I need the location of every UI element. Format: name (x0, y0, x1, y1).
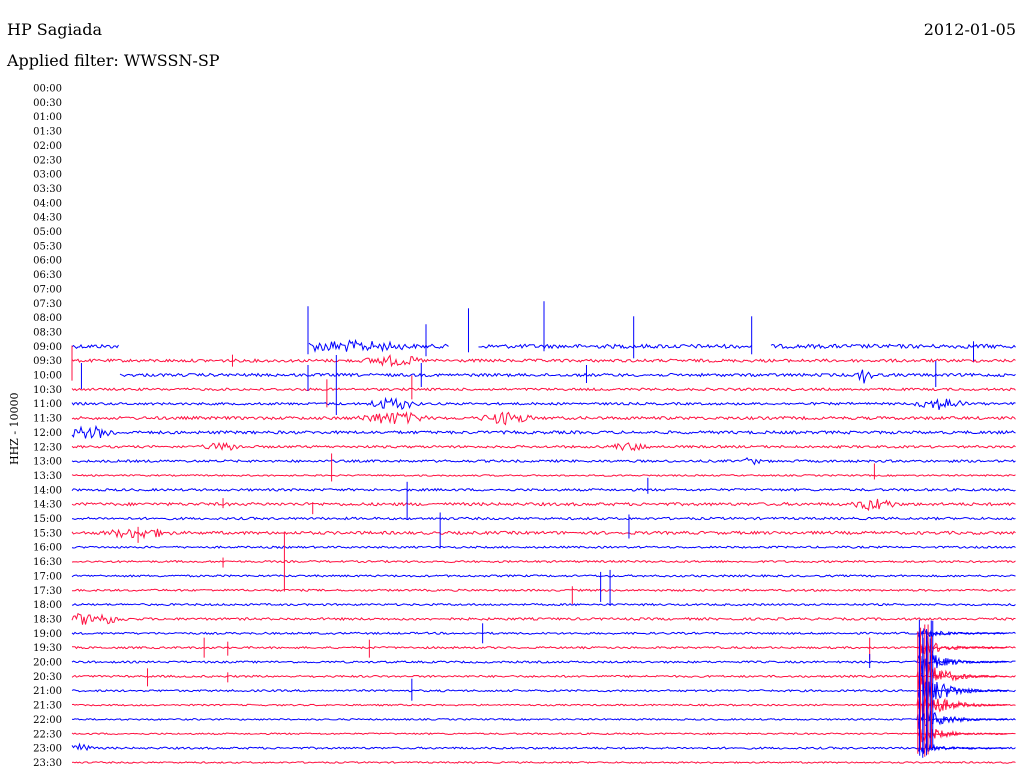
trace-1900 (71, 631, 1016, 636)
time-label-0900: 09:00 (33, 342, 62, 353)
trace-1600 (71, 545, 1016, 549)
trace-2130 (71, 703, 1016, 707)
time-label-0230: 02:30 (33, 155, 62, 166)
trace-1130 (71, 411, 1016, 426)
time-label-1830: 18:30 (33, 614, 62, 625)
trace-2300 (71, 742, 1016, 752)
time-label-2300: 23:00 (33, 744, 62, 755)
seismogram-traces (71, 301, 1016, 764)
trace-1700 (71, 574, 1016, 578)
trace-1730 (71, 588, 1016, 592)
time-label-1530: 15:30 (33, 528, 62, 539)
trace-1530 (71, 528, 1016, 540)
time-label-0100: 01:00 (33, 112, 62, 123)
trace-2200 (71, 717, 1016, 721)
trace-1430 (71, 498, 1016, 512)
time-label-1300: 13:00 (33, 457, 62, 468)
time-label-0930: 09:30 (33, 356, 62, 367)
time-label-1930: 19:30 (33, 643, 62, 654)
time-label-0130: 01:30 (33, 127, 62, 138)
time-label-0700: 07:00 (33, 284, 62, 295)
time-label-0400: 04:00 (33, 198, 62, 209)
event-coda-2300 (916, 743, 1007, 755)
time-label-2100: 21:00 (33, 686, 62, 697)
time-label-0430: 04:30 (33, 213, 62, 224)
trace-1200 (71, 424, 1016, 439)
time-label-1800: 18:00 (33, 600, 62, 611)
trace-1330 (71, 474, 1016, 477)
time-label-0830: 08:30 (33, 327, 62, 338)
trace-0930 (71, 354, 1016, 368)
trace-1230 (71, 441, 1016, 452)
trace-2030 (71, 674, 1016, 679)
time-label-1700: 17:00 (33, 571, 62, 582)
time-label-1100: 11:00 (33, 399, 62, 410)
time-label-1900: 19:00 (33, 629, 62, 640)
time-label-0200: 02:00 (33, 141, 62, 152)
trace-1400 (71, 487, 1016, 492)
time-label-0530: 05:30 (33, 241, 62, 252)
time-label-0300: 03:00 (33, 170, 62, 181)
time-label-2230: 22:30 (33, 729, 62, 740)
time-label-1200: 12:00 (33, 428, 62, 439)
time-label-2030: 20:30 (33, 672, 62, 683)
time-label-1400: 14:00 (33, 485, 62, 496)
time-label-1500: 15:00 (33, 514, 62, 525)
trace-1630 (71, 559, 1016, 564)
time-label-0330: 03:30 (33, 184, 62, 195)
time-label-1130: 11:30 (33, 414, 62, 425)
time-label-1000: 10:00 (33, 371, 62, 382)
time-label-2000: 20:00 (33, 658, 62, 669)
time-tick-labels: 00:00 00:30 01:00 01:30 02:00 02:30 03:00 03:30… (33, 84, 62, 769)
trace-1300 (71, 457, 1016, 466)
record-date: 2012-01-05 (923, 20, 1016, 39)
trace-0900 (71, 338, 1016, 353)
time-label-1030: 10:30 (33, 385, 62, 396)
time-label-0030: 00:30 (33, 98, 62, 109)
trace-1030 (71, 387, 1016, 392)
trace-1000 (119, 369, 1016, 384)
time-label-1600: 16:00 (33, 543, 62, 554)
time-label-0630: 06:30 (33, 270, 62, 281)
time-label-1230: 12:30 (33, 442, 62, 453)
time-label-1730: 17:30 (33, 586, 62, 597)
trace-1830 (71, 612, 1016, 625)
station-title: HP Sagiada (7, 20, 102, 39)
trace-2330 (71, 760, 1016, 764)
trace-2230 (71, 732, 1016, 736)
trace-1500 (71, 516, 1016, 521)
earthquake-event (916, 619, 1008, 758)
applied-filter-label: Applied filter: WWSSN-SP (7, 51, 220, 70)
trace-1930 (71, 645, 1016, 650)
time-label-2330: 23:30 (33, 758, 62, 769)
time-label-1430: 14:30 (33, 500, 62, 511)
event-coda-1900 (916, 627, 1007, 640)
time-label-0500: 05:00 (33, 227, 62, 238)
time-label-0800: 08:00 (33, 313, 62, 324)
time-label-1330: 13:30 (33, 471, 62, 482)
time-label-1630: 16:30 (33, 557, 62, 568)
time-label-0600: 06:00 (33, 256, 62, 267)
trace-2000 (71, 660, 1016, 664)
trace-2100 (71, 689, 1016, 693)
time-label-0730: 07:30 (33, 299, 62, 310)
trace-1100 (71, 396, 1016, 410)
trace-1800 (71, 602, 1016, 607)
time-label-2130: 21:30 (33, 701, 62, 712)
time-label-0000: 00:00 (33, 84, 62, 95)
time-label-2200: 22:00 (33, 715, 62, 726)
